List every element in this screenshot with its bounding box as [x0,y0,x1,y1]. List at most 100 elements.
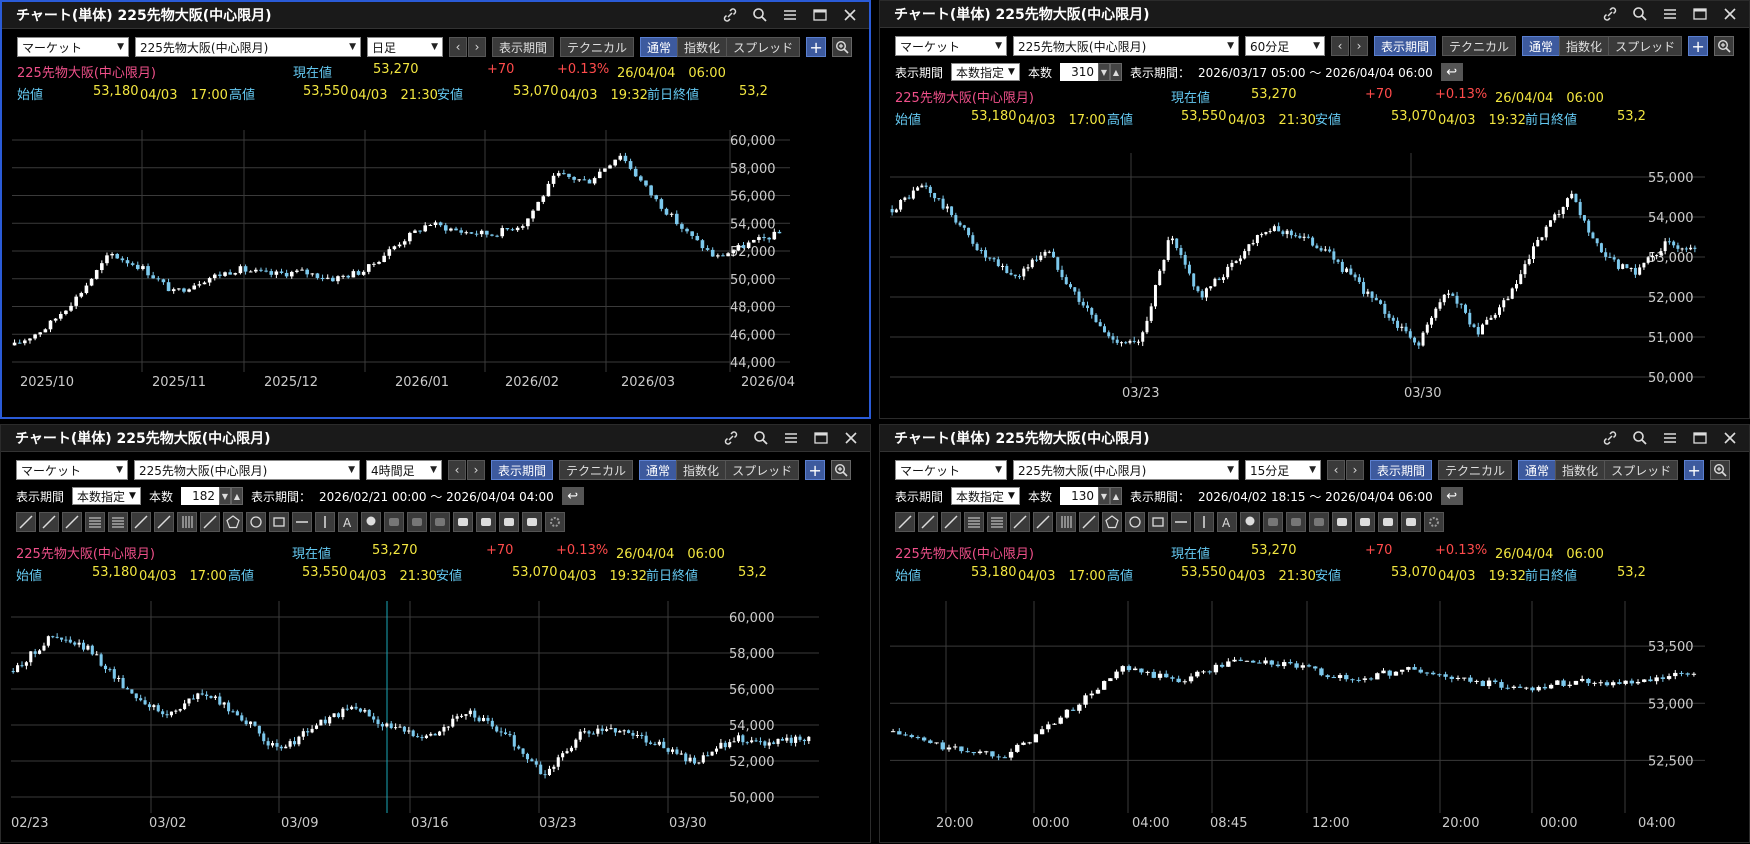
spread-button[interactable]: スプレッド [1604,460,1679,480]
title-bar[interactable]: チャート(単体) 225先物大阪(中心限月) [1,425,870,452]
draw-pen-icon[interactable] [1079,512,1099,532]
technical-button[interactable]: テクニカル [559,460,634,480]
draw-rect-icon[interactable] [269,512,289,532]
draw-ruler-icon[interactable] [1332,512,1352,532]
price-chart[interactable]: 53,500 53,000 52,500 20:00 00:00 04:00 08:45 12… [890,601,1749,842]
draw-lock-icon[interactable] [522,512,542,532]
draw-hline-icon[interactable] [292,512,312,532]
period-mode-select[interactable]: 本数指定 ▼ [951,487,1020,505]
price-chart[interactable]: 60,000 58,000 56,000 54,000 52,000 50,000 48,0… [12,130,817,399]
index-button[interactable]: 指数化 [677,37,727,57]
add-button[interactable]: + [805,460,826,480]
close-icon[interactable] [1715,1,1745,27]
title-bar[interactable]: チャート(単体) 225先物大阪(中心限月) [880,425,1749,452]
count-down-button[interactable]: ▼ [218,487,231,505]
normal-button[interactable]: 通常 [639,460,677,480]
menu-icon[interactable] [1655,425,1685,451]
symbol-select[interactable]: 225先物大阪(中心限月) ▼ [1013,460,1239,480]
market-select[interactable]: マーケット ▼ [895,460,1007,480]
normal-button[interactable]: 通常 [1522,36,1560,56]
draw-copy-icon[interactable] [384,512,404,532]
close-icon[interactable] [836,425,866,451]
link-icon[interactable] [1595,425,1625,451]
reset-icon[interactable]: ↩ [1440,63,1463,81]
close-icon[interactable] [1715,425,1745,451]
prev-button[interactable]: ‹ [449,37,467,57]
market-select[interactable]: マーケット ▼ [17,37,129,57]
next-button[interactable]: › [468,37,486,57]
spread-button[interactable]: スプレッド [1608,36,1683,56]
title-bar[interactable]: チャート(単体) 225先物大阪(中心限月) [880,1,1749,28]
draw-circle-icon[interactable] [1125,512,1145,532]
index-button[interactable]: 指数化 [1555,460,1605,480]
index-button[interactable]: 指数化 [676,460,726,480]
next-button[interactable]: › [1350,36,1368,56]
draw-channel-icon[interactable] [62,512,82,532]
draw-pentagon-icon[interactable] [1102,512,1122,532]
add-button[interactable]: + [1684,460,1705,480]
prev-button[interactable]: ‹ [1327,460,1345,480]
draw-settings-icon[interactable] [1424,512,1444,532]
draw-measure-icon[interactable] [476,512,496,532]
period-mode-select[interactable]: 本数指定 ▼ [72,487,141,505]
maximize-icon[interactable] [1685,1,1715,27]
draw-pen-icon[interactable] [200,512,220,532]
add-button[interactable]: + [806,37,827,57]
add-button[interactable]: + [1688,36,1709,56]
normal-button[interactable]: 通常 [640,37,678,57]
draw-pentagon-icon[interactable] [223,512,243,532]
draw-fib-icon[interactable] [987,512,1007,532]
reset-icon[interactable]: ↩ [561,487,584,505]
close-icon[interactable] [835,2,865,28]
technical-button[interactable]: テクニカル [1438,460,1513,480]
menu-icon[interactable] [775,2,805,28]
draw-fan-icon[interactable] [154,512,174,532]
symbol-select[interactable]: 225先物大阪(中心限月) ▼ [135,37,361,57]
zoom-icon[interactable] [831,460,852,480]
draw-erase-icon[interactable] [1309,512,1329,532]
price-chart[interactable]: 55,000 54,000 53,000 52,000 51,000 50,000 03/2… [890,153,1749,404]
draw-vlines-icon[interactable] [1056,512,1076,532]
search-icon[interactable] [746,425,776,451]
reset-icon[interactable]: ↩ [1440,487,1463,505]
market-select[interactable]: マーケット ▼ [16,460,128,480]
draw-hlines-icon[interactable] [85,512,105,532]
draw-rect-icon[interactable] [1148,512,1168,532]
draw-circle-icon[interactable] [246,512,266,532]
normal-button[interactable]: 通常 [1518,460,1556,480]
draw-paste-icon[interactable] [1286,512,1306,532]
menu-icon[interactable] [776,425,806,451]
spread-button[interactable]: スプレッド [726,37,801,57]
search-icon[interactable] [745,2,775,28]
link-icon[interactable] [1595,1,1625,27]
count-up-button[interactable]: ▲ [1109,487,1122,505]
draw-icon-icon[interactable] [361,512,381,532]
search-icon[interactable] [1625,425,1655,451]
zoom-icon[interactable] [1714,36,1735,56]
symbol-select[interactable]: 225先物大阪(中心限月) ▼ [134,460,360,480]
count-up-button[interactable]: ▲ [1109,63,1122,81]
period-button[interactable]: 表示期間 [492,37,555,57]
technical-button[interactable]: テクニカル [1442,36,1517,56]
draw-settings-icon[interactable] [545,512,565,532]
draw-channel-icon[interactable] [941,512,961,532]
draw-hline-icon[interactable] [1171,512,1191,532]
index-button[interactable]: 指数化 [1559,36,1609,56]
draw-fib-icon[interactable] [108,512,128,532]
draw-text-icon[interactable]: A [1217,512,1237,532]
draw-erase-icon[interactable] [430,512,450,532]
symbol-select[interactable]: 225先物大阪(中心限月) ▼ [1013,36,1239,56]
count-up-button[interactable]: ▲ [230,487,243,505]
draw-measure-icon[interactable] [1355,512,1375,532]
link-icon[interactable] [716,425,746,451]
count-input[interactable]: 130 [1059,487,1098,505]
period-button[interactable]: 表示期間 [1370,460,1433,480]
period-button[interactable]: 表示期間 [491,460,554,480]
timeframe-select[interactable]: 60分足 ▼ [1245,36,1325,56]
draw-hlines-icon[interactable] [964,512,984,532]
maximize-icon[interactable] [1685,425,1715,451]
price-chart[interactable]: 60,000 58,000 56,000 54,000 52,000 50,000 02/2… [11,601,870,842]
draw-fan-icon[interactable] [1033,512,1053,532]
count-input[interactable]: 182 [180,487,219,505]
draw-line-icon[interactable] [895,512,915,532]
